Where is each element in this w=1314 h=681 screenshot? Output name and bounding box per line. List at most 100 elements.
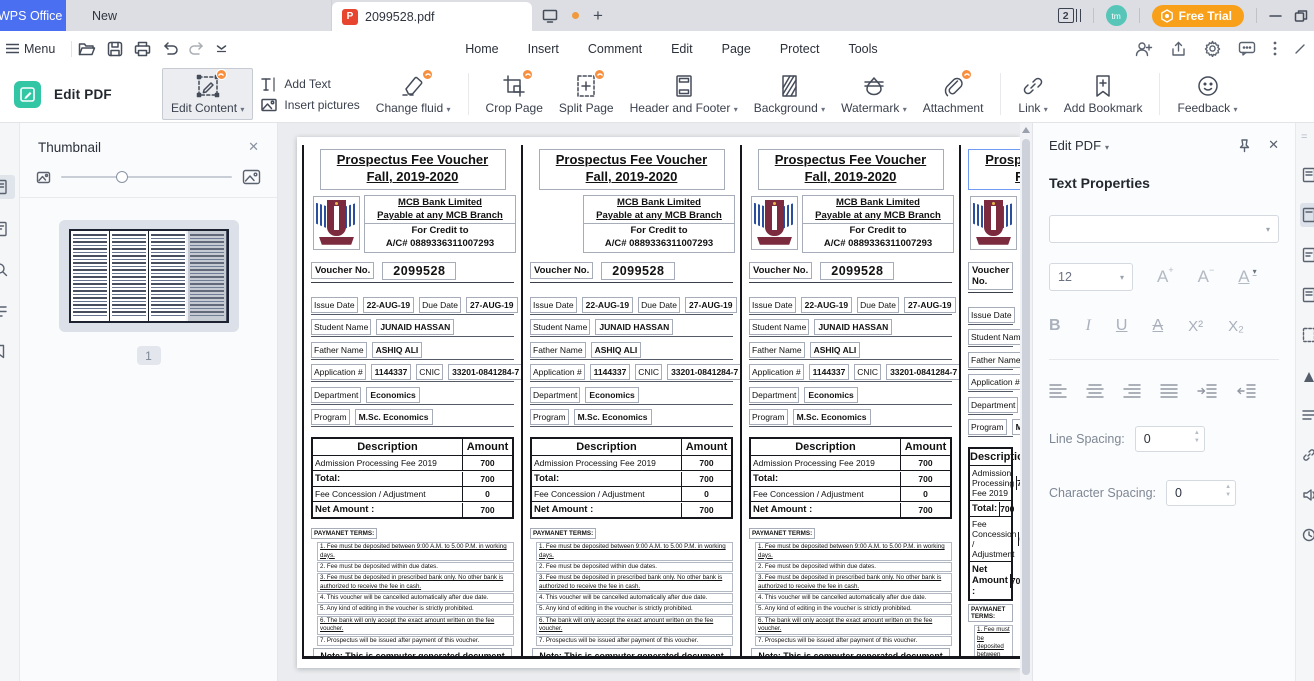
- new-document-tab[interactable]: New: [66, 0, 332, 31]
- subscript-button[interactable]: X₂: [1228, 317, 1244, 335]
- voucher-title[interactable]: Prospectus Fee Voucher Fall, 2019-2020: [319, 149, 506, 190]
- voucher-title[interactable]: Prospectus Fee Voucher Fall, 2019-2020: [968, 149, 1020, 190]
- fee-table-row[interactable]: Net Amount :700: [970, 562, 1020, 599]
- voucher-number-row[interactable]: Voucher No. 2099528: [968, 261, 1014, 293]
- bank-info-block[interactable]: MCB Bank Limited Payable at any MCB Bran…: [802, 194, 954, 254]
- voucher-note[interactable]: Note: This is computer generated documen…: [751, 647, 950, 656]
- bank-info-block[interactable]: MCB Bank Limited Payable at any MCB Bran…: [583, 194, 735, 254]
- spinner-arrows[interactable]: ▲ ▼: [1193, 430, 1200, 444]
- slider-thumb[interactable]: [115, 171, 128, 183]
- voucher-number-row[interactable]: Voucher No. 2099528: [749, 261, 952, 283]
- thumbnail-close-button[interactable]: ✕: [248, 139, 259, 154]
- wps-office-tab[interactable]: WPS Office: [0, 0, 66, 31]
- window-count-badge[interactable]: 2: [1057, 8, 1081, 23]
- background-button[interactable]: Background ▾: [746, 71, 833, 118]
- fee-table-row[interactable]: Fee Concession / Adjustment 0: [532, 487, 731, 503]
- crop-page-button[interactable]: Crop Page: [478, 68, 551, 118]
- underline-button[interactable]: U: [1115, 317, 1128, 334]
- voucher-title[interactable]: Prospectus Fee Voucher Fall, 2019-2020: [538, 149, 725, 190]
- close-panel-icon[interactable]: ✕: [1268, 137, 1279, 152]
- bookmark-panel-icon[interactable]: [0, 339, 15, 363]
- voucher-title[interactable]: Prospectus Fee Voucher Fall, 2019-2020: [757, 149, 944, 190]
- decrease-indent-button[interactable]: [1236, 384, 1256, 398]
- align-left-button[interactable]: [1049, 384, 1067, 398]
- split-page-button[interactable]: Split Page: [551, 68, 622, 118]
- more-options-icon[interactable]: [1273, 41, 1277, 56]
- scroll-up-arrow[interactable]: [1022, 127, 1030, 133]
- edit-content-button[interactable]: Edit Content ▾: [162, 68, 254, 120]
- link-tab-icon[interactable]: [1302, 443, 1314, 467]
- scrollbar-thumb[interactable]: [1022, 139, 1030, 675]
- superscript-button[interactable]: X²: [1188, 317, 1204, 335]
- insert-pictures-button[interactable]: Insert pictures: [261, 98, 360, 112]
- increase-indent-button[interactable]: [1197, 384, 1217, 398]
- increase-font-size-button[interactable]: A +: [1157, 265, 1174, 286]
- user-avatar[interactable]: tm: [1105, 5, 1127, 26]
- restore-window-button[interactable]: [1294, 9, 1308, 22]
- fee-table[interactable]: Description Amount Admission Processing …: [749, 437, 952, 520]
- text-properties-tab-icon[interactable]: [1300, 203, 1314, 227]
- font-size-dropdown[interactable]: 12 ▾: [1049, 263, 1133, 291]
- font-color-button[interactable]: A ▾: [1238, 267, 1257, 286]
- vertical-scrollbar[interactable]: [1020, 123, 1032, 681]
- menu-tab-comment[interactable]: Comment: [587, 41, 643, 56]
- fee-table-row[interactable]: Total: 700: [970, 501, 1014, 518]
- voucher-note[interactable]: Note: This is computer generated documen…: [313, 647, 512, 656]
- change-fluid-button[interactable]: Change fluid ▾: [368, 68, 459, 118]
- payment-terms-title[interactable]: PAYMANET TERMS:: [749, 528, 816, 540]
- fee-table[interactable]: Description Amount Admission Processing …: [968, 447, 1020, 602]
- attachment-button[interactable]: Attachment: [915, 68, 992, 118]
- voucher-note[interactable]: Note: This is computer generated documen…: [532, 647, 731, 656]
- align-center-button[interactable]: [1086, 384, 1104, 398]
- strikethrough-button[interactable]: A: [1152, 317, 1164, 334]
- decrease-font-size-button[interactable]: A −: [1197, 265, 1215, 286]
- audio-tab-icon[interactable]: [1302, 483, 1314, 507]
- free-trial-button[interactable]: Free Trial: [1151, 4, 1244, 27]
- header-footer-button[interactable]: Header and Footer ▾: [622, 71, 746, 118]
- spinner-arrows[interactable]: ▲ ▼: [1225, 484, 1232, 498]
- fee-table-row[interactable]: Fee Concession / Adjustment 0: [313, 487, 512, 503]
- panel-resize-handle[interactable]: =: [1301, 131, 1308, 143]
- fee-table-row[interactable]: Net Amount :700: [532, 502, 731, 517]
- document-viewport[interactable]: Prospectus Fee Voucher Fall, 2019-2020 M…: [278, 123, 1032, 681]
- zoom-out-thumbnail-icon[interactable]: [36, 171, 51, 184]
- fee-table-row[interactable]: Total: 700: [313, 471, 512, 488]
- fee-table-row[interactable]: Total: 700: [532, 471, 731, 488]
- font-tab-icon[interactable]: [1302, 365, 1314, 389]
- payment-terms-title[interactable]: PAYMANET TERMS:: [311, 528, 378, 540]
- feedback-button[interactable]: Feedback ▾: [1169, 71, 1245, 118]
- collapse-toolbar-icon[interactable]: [1294, 43, 1306, 55]
- edit-pdf-mode-icon[interactable]: [14, 80, 41, 108]
- feedback-bubble-icon[interactable]: [1238, 41, 1256, 56]
- settings-gear-icon[interactable]: [1204, 40, 1221, 57]
- character-spacing-input[interactable]: [1167, 481, 1216, 505]
- save-button[interactable]: [107, 41, 123, 57]
- line-spacing-input[interactable]: [1135, 427, 1184, 451]
- redo-button[interactable]: [189, 41, 205, 56]
- voucher-number-row[interactable]: Voucher No. 2099528: [311, 261, 514, 283]
- pdf-document-tab[interactable]: P 2099528.pdf: [332, 2, 532, 31]
- print-button[interactable]: [134, 41, 151, 57]
- menu-button[interactable]: Menu: [0, 42, 65, 56]
- watermark-button[interactable]: Watermark ▾: [833, 71, 915, 118]
- open-file-button[interactable]: [78, 41, 96, 57]
- bold-button[interactable]: B: [1049, 317, 1061, 334]
- panel-mode-dropdown[interactable]: Edit PDF ▾: [1049, 137, 1110, 153]
